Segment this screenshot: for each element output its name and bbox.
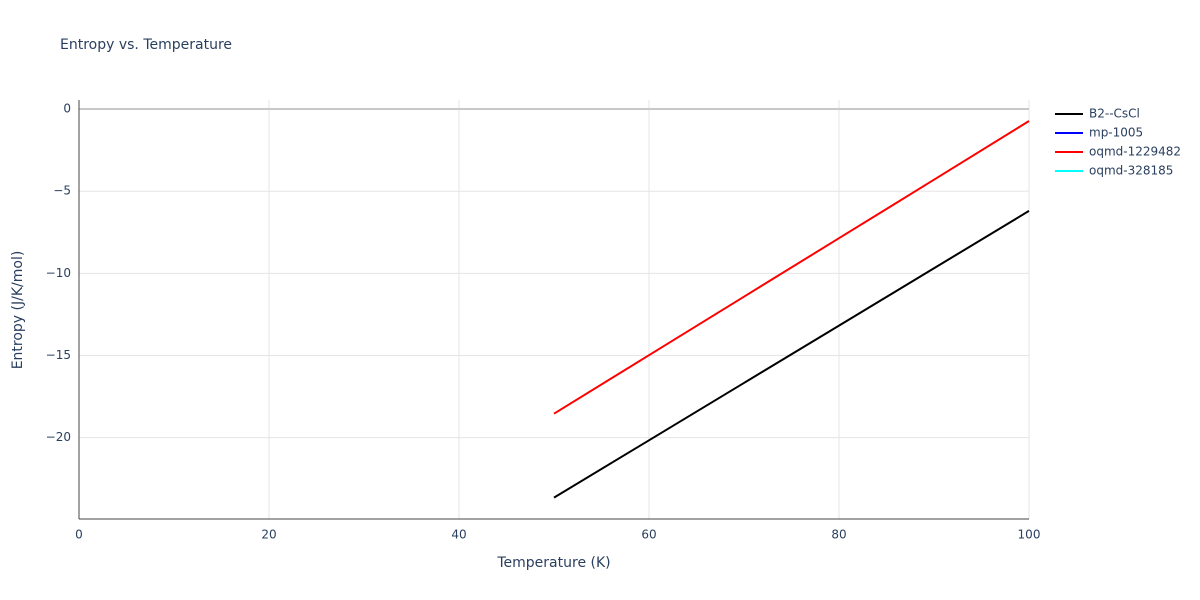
chart-title: Entropy vs. Temperature	[60, 37, 232, 53]
legend-label: oqmd-1229482	[1089, 145, 1181, 159]
y-axis-title: Entropy (J/K/mol)	[10, 251, 26, 370]
y-tick-label: −10	[46, 266, 71, 280]
legend-label: B2--CsCl	[1089, 107, 1140, 121]
x-tick-label: 60	[641, 528, 656, 542]
legend-label: mp-1005	[1089, 126, 1143, 140]
y-tick-label: −5	[53, 184, 71, 198]
x-tick-label: 20	[261, 528, 276, 542]
series-line	[553, 120, 1030, 415]
x-tick-label: 0	[75, 528, 83, 542]
x-tick-label: 100	[1018, 528, 1041, 542]
x-axis-title: Temperature (K)	[496, 555, 610, 571]
x-tick-label: 40	[451, 528, 466, 542]
x-tick-label: 80	[831, 528, 846, 542]
legend-label: oqmd-328185	[1089, 164, 1173, 178]
y-tick-label: −20	[46, 430, 71, 444]
series-line	[553, 210, 1030, 499]
y-tick-label: −15	[46, 348, 71, 362]
y-tick-label: 0	[63, 102, 71, 116]
